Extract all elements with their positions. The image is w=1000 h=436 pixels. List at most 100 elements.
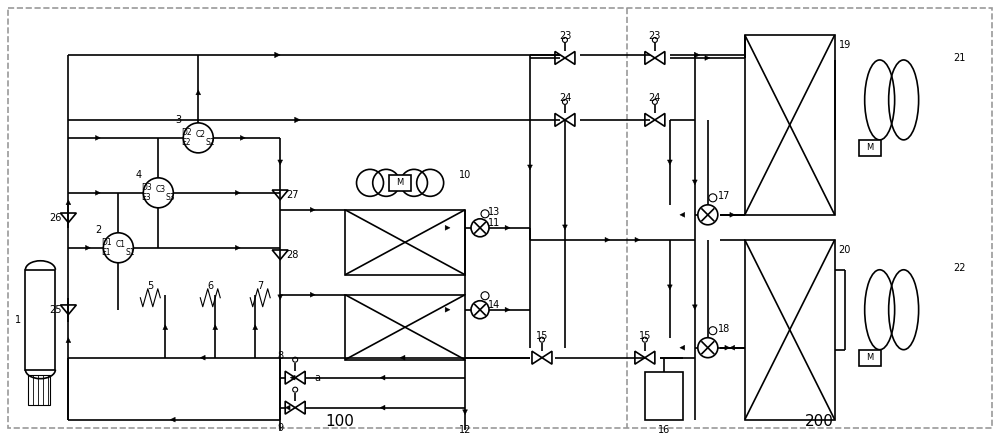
Polygon shape bbox=[555, 51, 565, 65]
Text: 13: 13 bbox=[488, 207, 500, 217]
Polygon shape bbox=[680, 345, 685, 350]
Bar bbox=[389, 175, 411, 191]
Text: S2: S2 bbox=[206, 138, 215, 147]
Text: 8: 8 bbox=[277, 351, 283, 361]
Text: 27: 27 bbox=[286, 190, 298, 200]
Polygon shape bbox=[542, 351, 552, 364]
Polygon shape bbox=[505, 307, 510, 312]
Polygon shape bbox=[200, 355, 205, 360]
Text: D1: D1 bbox=[101, 238, 112, 247]
Polygon shape bbox=[730, 345, 735, 350]
Polygon shape bbox=[285, 401, 295, 414]
Text: 23: 23 bbox=[559, 31, 571, 41]
Polygon shape bbox=[380, 405, 385, 410]
Text: S1: S1 bbox=[126, 248, 135, 257]
Polygon shape bbox=[645, 51, 655, 65]
Text: 24: 24 bbox=[559, 93, 571, 103]
Text: D3: D3 bbox=[141, 183, 152, 192]
Text: 100: 100 bbox=[326, 414, 355, 429]
Polygon shape bbox=[692, 180, 697, 185]
Text: 14: 14 bbox=[488, 300, 500, 310]
Text: 22: 22 bbox=[953, 263, 966, 273]
Text: D2: D2 bbox=[181, 128, 192, 137]
Text: M: M bbox=[866, 353, 873, 362]
Text: 24: 24 bbox=[649, 93, 661, 103]
Bar bbox=[859, 140, 881, 156]
Polygon shape bbox=[505, 225, 510, 230]
Polygon shape bbox=[213, 325, 218, 330]
Polygon shape bbox=[170, 417, 175, 422]
Text: 15: 15 bbox=[639, 331, 651, 341]
Polygon shape bbox=[95, 191, 100, 195]
Text: 4: 4 bbox=[135, 170, 141, 180]
Text: 28: 28 bbox=[286, 250, 298, 260]
Polygon shape bbox=[655, 51, 665, 65]
Polygon shape bbox=[272, 250, 288, 259]
Text: 6: 6 bbox=[207, 281, 213, 291]
Polygon shape bbox=[272, 190, 288, 200]
Polygon shape bbox=[85, 245, 90, 250]
Text: 21: 21 bbox=[953, 53, 966, 63]
Polygon shape bbox=[705, 55, 710, 61]
Polygon shape bbox=[555, 113, 565, 126]
Polygon shape bbox=[66, 338, 71, 343]
Text: E3: E3 bbox=[141, 193, 151, 202]
Polygon shape bbox=[680, 212, 685, 217]
Text: 12: 12 bbox=[459, 425, 471, 435]
Text: 200: 200 bbox=[805, 414, 834, 429]
Text: 16: 16 bbox=[658, 425, 670, 435]
Polygon shape bbox=[463, 410, 467, 415]
Polygon shape bbox=[725, 345, 730, 350]
Bar bbox=[859, 350, 881, 366]
Text: E2: E2 bbox=[182, 138, 191, 147]
Bar bbox=[345, 210, 465, 275]
Text: 5: 5 bbox=[147, 281, 153, 291]
Polygon shape bbox=[565, 113, 575, 126]
Polygon shape bbox=[240, 136, 245, 140]
Text: M: M bbox=[866, 143, 873, 152]
Text: 23: 23 bbox=[649, 31, 661, 41]
Text: S3: S3 bbox=[165, 193, 175, 202]
Text: C2: C2 bbox=[195, 130, 205, 140]
Bar bbox=[345, 295, 465, 360]
Polygon shape bbox=[60, 213, 76, 223]
Text: 18: 18 bbox=[718, 324, 730, 334]
Polygon shape bbox=[562, 225, 567, 230]
Polygon shape bbox=[235, 191, 240, 195]
Polygon shape bbox=[290, 375, 295, 380]
Bar bbox=[25, 270, 55, 370]
Text: 20: 20 bbox=[839, 245, 851, 255]
Polygon shape bbox=[645, 351, 655, 364]
Text: E1: E1 bbox=[102, 248, 111, 257]
Polygon shape bbox=[532, 351, 542, 364]
Polygon shape bbox=[655, 113, 665, 126]
Text: 11: 11 bbox=[488, 218, 500, 228]
Text: 26: 26 bbox=[49, 213, 62, 223]
Polygon shape bbox=[95, 136, 100, 140]
Polygon shape bbox=[60, 305, 76, 314]
Polygon shape bbox=[635, 237, 640, 242]
Polygon shape bbox=[667, 160, 672, 165]
Text: 25: 25 bbox=[49, 305, 62, 315]
Text: C3: C3 bbox=[155, 185, 165, 194]
Text: 17: 17 bbox=[718, 191, 730, 201]
Polygon shape bbox=[310, 292, 315, 297]
Polygon shape bbox=[253, 325, 258, 330]
Polygon shape bbox=[694, 52, 700, 58]
Polygon shape bbox=[285, 405, 290, 410]
Polygon shape bbox=[667, 285, 672, 290]
Text: 3: 3 bbox=[175, 115, 181, 125]
Polygon shape bbox=[295, 371, 305, 384]
Text: C1: C1 bbox=[115, 240, 125, 249]
Polygon shape bbox=[275, 52, 280, 58]
Polygon shape bbox=[196, 90, 201, 95]
Polygon shape bbox=[295, 117, 300, 123]
Polygon shape bbox=[278, 160, 283, 165]
Polygon shape bbox=[445, 307, 450, 312]
Polygon shape bbox=[380, 375, 385, 380]
Polygon shape bbox=[565, 51, 575, 65]
Text: 7: 7 bbox=[257, 281, 263, 291]
Text: 2: 2 bbox=[95, 225, 101, 235]
Bar bbox=[745, 240, 835, 419]
Bar bbox=[28, 375, 50, 405]
